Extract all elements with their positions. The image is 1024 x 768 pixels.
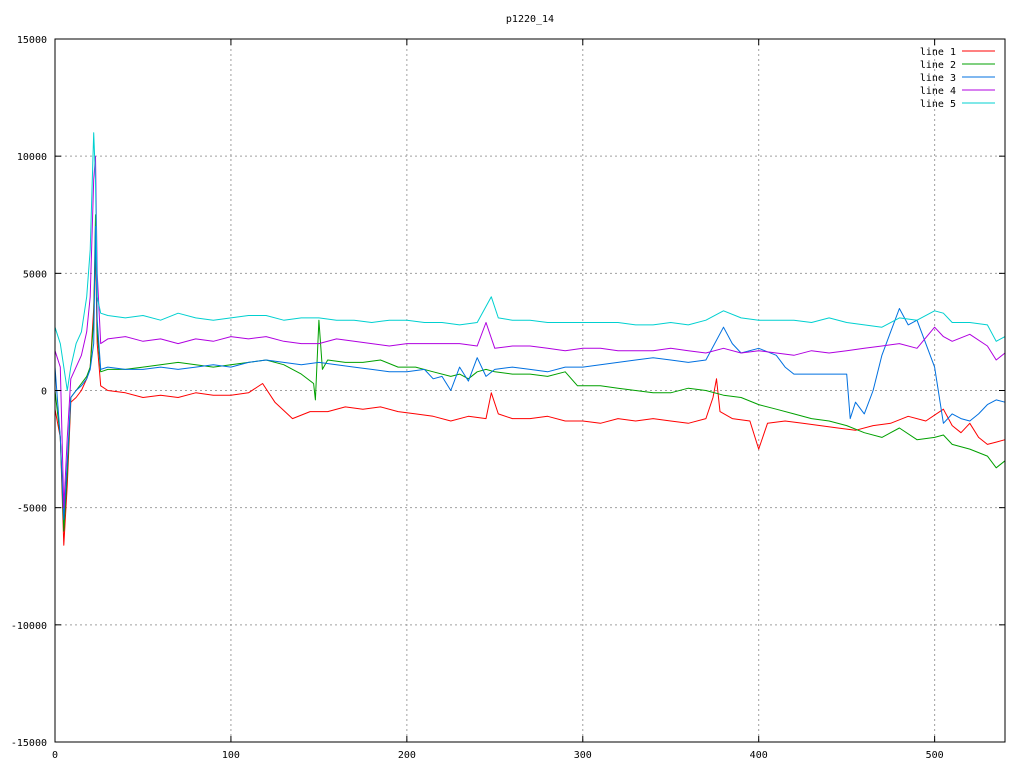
legend: line 1 line 2 line 3 line 4 line 5 — [920, 47, 995, 110]
legend-label: line 3 — [920, 73, 956, 84]
y-tick-label: -10000 — [11, 621, 47, 632]
y-tick-label: 5000 — [23, 269, 47, 280]
legend-label: line 2 — [920, 60, 956, 71]
y-tick-label: -5000 — [17, 504, 47, 515]
series-group — [54, 132, 1006, 546]
x-tick-label: 200 — [398, 750, 416, 761]
y-tick-label: -15000 — [11, 738, 47, 749]
series-line-2 — [54, 214, 1006, 532]
y-tick-label: 10000 — [17, 152, 47, 163]
x-tick-label: 0 — [52, 750, 58, 761]
grid — [55, 39, 1005, 742]
legend-label: line 4 — [920, 86, 956, 97]
series-line-1 — [54, 249, 1006, 546]
series-line-4 — [54, 155, 1006, 509]
x-tick-label: 500 — [926, 750, 944, 761]
series-line-3 — [54, 226, 1006, 520]
y-tick-label: 15000 — [17, 35, 47, 46]
axes: 0 100 200 300 400 500 -15000 -10000 -5000 0 5000 10… — [11, 35, 1005, 761]
x-tick-label: 300 — [574, 750, 592, 761]
chart-title: p1220_14 — [506, 14, 554, 25]
y-tick-label: 0 — [41, 387, 47, 398]
x-tick-label: 100 — [222, 750, 240, 761]
x-tick-label: 400 — [750, 750, 768, 761]
legend-label: line 1 — [920, 47, 956, 58]
series-line-5 — [54, 132, 1006, 391]
legend-label: line 5 — [920, 99, 956, 110]
